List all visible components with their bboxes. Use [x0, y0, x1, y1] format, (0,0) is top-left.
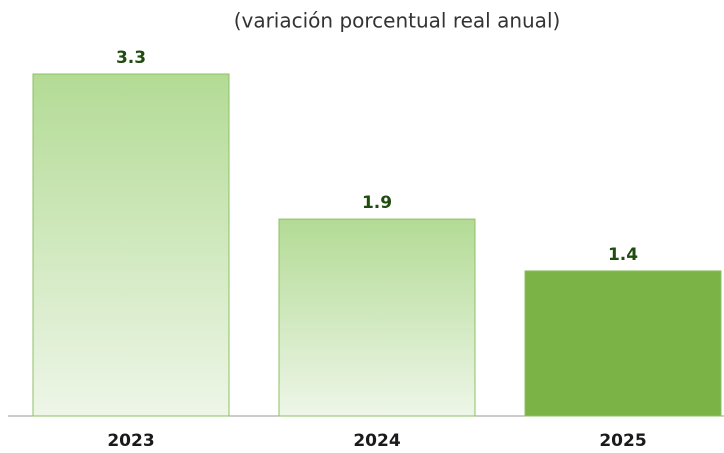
x-tick-label: 2023 [107, 431, 154, 451]
x-tick-label: 2025 [599, 431, 646, 451]
bar [32, 73, 230, 417]
value-label: 1.4 [608, 245, 638, 265]
x-tick-label: 2024 [353, 431, 400, 451]
chart-subtitle: (variación porcentual real anual) [234, 9, 561, 33]
bar [278, 218, 476, 417]
value-label: 3.3 [116, 48, 146, 68]
bar [524, 270, 722, 417]
value-label: 1.9 [362, 193, 392, 213]
